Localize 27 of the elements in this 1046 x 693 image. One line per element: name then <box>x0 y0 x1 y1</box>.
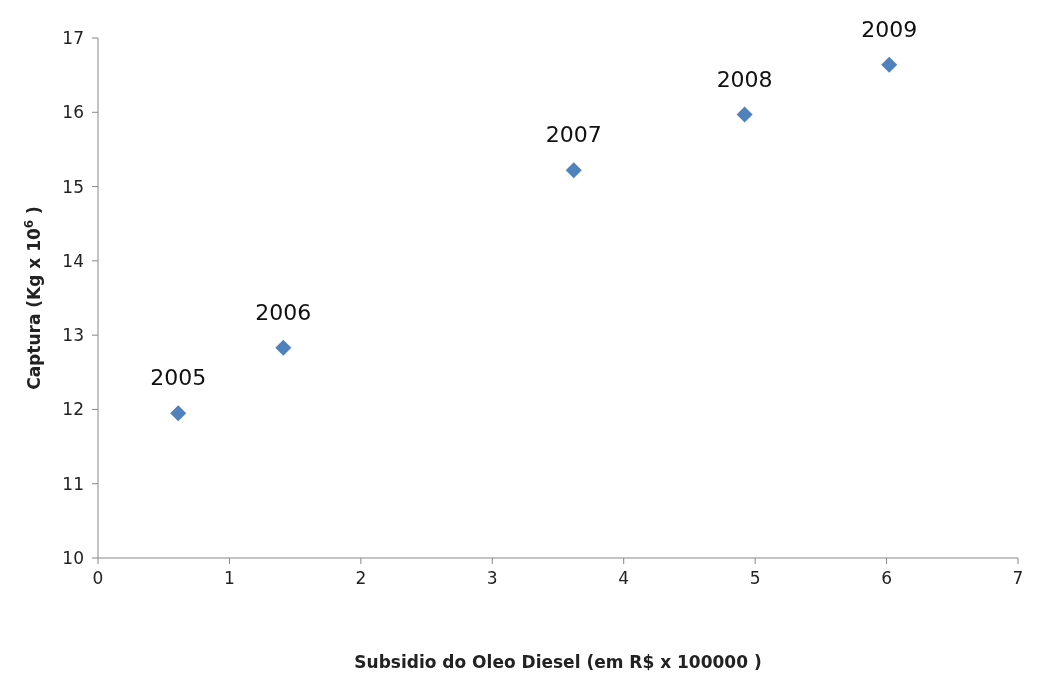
x-tick-label: 6 <box>881 568 892 589</box>
point <box>736 106 753 123</box>
y-tick-label: 14 <box>62 250 84 271</box>
point <box>275 339 292 356</box>
x-tick-label: 5 <box>749 568 761 589</box>
annotation: 2005 <box>150 365 207 391</box>
annotation: 2009 <box>861 16 918 42</box>
x-tick-label: 4 <box>618 568 630 589</box>
y-tick-label: 15 <box>62 176 84 197</box>
y-tick-label: 16 <box>62 102 84 123</box>
point <box>170 405 187 422</box>
x-tick-label: 3 <box>486 568 498 589</box>
point <box>881 56 898 73</box>
y-tick-label: 10 <box>62 548 84 569</box>
annotation: 2008 <box>716 66 773 92</box>
y-tick-label: 11 <box>62 473 84 494</box>
y-tick-label: 17 <box>62 28 84 49</box>
x-tick-label: 7 <box>1012 568 1024 589</box>
annotation: 2006 <box>255 299 312 325</box>
y-tick-label: 13 <box>62 325 84 346</box>
point <box>565 162 582 179</box>
x-tick-label: 2 <box>355 568 367 589</box>
x-axis-title: Subsidio do Oleo Diesel (em R$ x 100000 ) <box>354 652 762 672</box>
y-tick-label: 12 <box>62 399 84 420</box>
annotation: 2007 <box>545 122 602 148</box>
x-tick-label: 1 <box>224 568 235 589</box>
x-tick-label: 0 <box>92 568 104 589</box>
